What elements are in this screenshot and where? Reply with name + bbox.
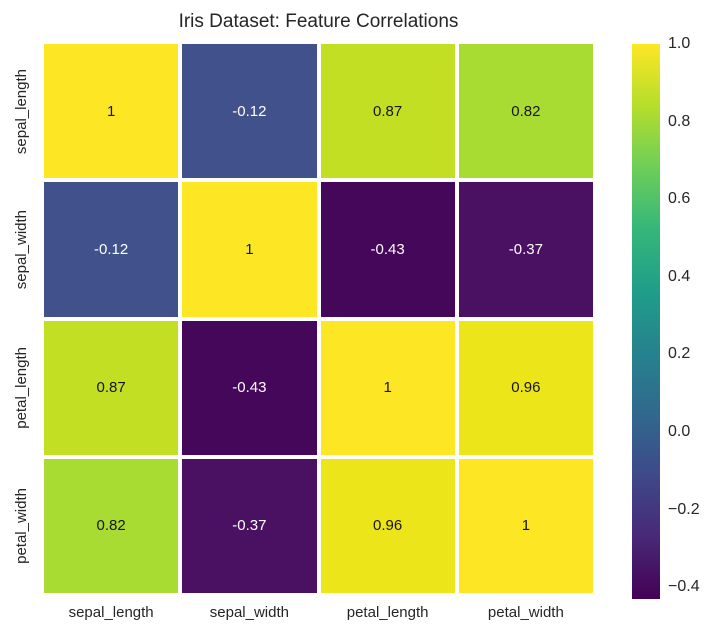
- colorbar: [632, 44, 660, 599]
- colorbar-tick-label: −0.2: [668, 500, 700, 518]
- heatmap-cell: 0.96: [320, 458, 455, 593]
- heatmap-cell: 1: [182, 182, 317, 317]
- y-tick-label: sepal_width: [12, 209, 30, 289]
- heatmap-cell: 0.96: [458, 320, 593, 455]
- colorbar-tick-label: 0.6: [668, 190, 691, 208]
- heatmap-cell: -0.37: [458, 182, 593, 317]
- heatmap-cell: -0.12: [182, 44, 317, 179]
- heatmap-cell: 0.82: [458, 44, 593, 179]
- heatmap-cell: 1: [320, 320, 455, 455]
- heatmap-grid: 1 -0.12 0.87 0.82 -0.12 1 -0.43 -0.37 0.87 -0.43 1…: [44, 44, 593, 593]
- colorbar-tick-labels: 1.0 0.8 0.6 0.4 0.2 0.0 −0.2 −0.4: [668, 35, 722, 599]
- heatmap-cell: 0.82: [44, 458, 179, 593]
- x-tick-label: sepal_length: [68, 604, 154, 621]
- y-tick-label: petal_length: [12, 346, 30, 429]
- chart-title: Iris Dataset: Feature Correlations: [178, 11, 459, 32]
- heatmap-cell: -0.43: [320, 182, 455, 317]
- colorbar-tick-label: 0.4: [668, 267, 691, 285]
- heatmap-cell: -0.37: [182, 458, 317, 593]
- heatmap-cell: 0.87: [320, 44, 455, 179]
- x-axis-tick-labels: sepal_length sepal_width petal_length petal…: [44, 600, 593, 621]
- x-tick-label: sepal_width: [209, 604, 289, 621]
- heatmap-cell: -0.12: [44, 182, 179, 317]
- colorbar-tick-label: 0.8: [668, 112, 691, 130]
- colorbar-tick-label: −0.4: [668, 578, 700, 596]
- heatmap-cell: 1: [44, 44, 179, 179]
- x-tick-label: petal_length: [346, 604, 429, 621]
- y-tick-label: sepal_length: [12, 68, 30, 154]
- colorbar-tick-label: 1.0: [668, 35, 691, 52]
- colorbar-tick-label: 0.0: [668, 423, 691, 441]
- y-tick-label: petal_width: [12, 487, 30, 564]
- heatmap-cell: 0.87: [44, 320, 179, 455]
- colorbar-tick-label: 0.2: [668, 345, 691, 363]
- heatmap-cell: 1: [458, 458, 593, 593]
- heatmap-cell: -0.43: [182, 320, 317, 455]
- x-tick-label: petal_width: [487, 604, 564, 621]
